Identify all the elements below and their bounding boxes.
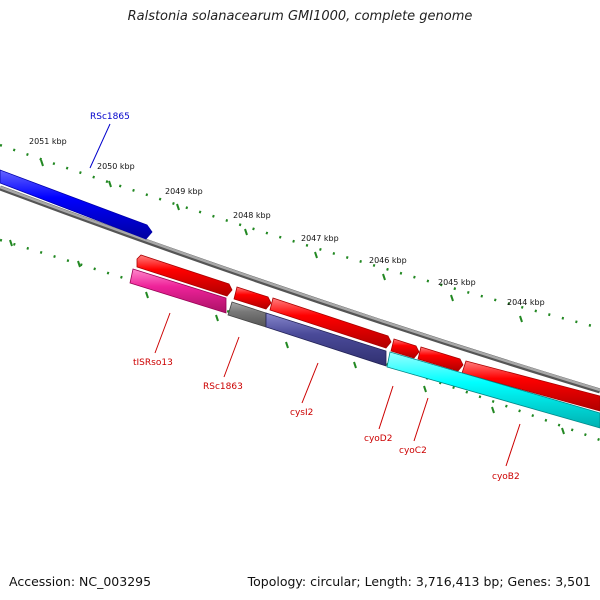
leader-rsc1863 (223, 336, 240, 378)
scale-label-2051: 2051 kbp (29, 137, 67, 146)
gene-feature-red-6[interactable] (461, 360, 600, 412)
scale-label-2044: 2044 kbp (507, 298, 545, 307)
gene-label-rsc1865[interactable]: RSc1865 (90, 112, 130, 122)
gene-feature-red-5[interactable] (417, 346, 464, 372)
gene-label-tisrso13[interactable]: tISRso13 (133, 358, 173, 368)
inner-tick-track (0, 238, 600, 442)
genome-backbone (0, 185, 600, 394)
gene-feature-magenta[interactable] (129, 268, 227, 314)
gene-feature-red-1[interactable] (136, 254, 233, 297)
leader-tisrso13 (154, 312, 171, 354)
leader-cyoc2 (413, 397, 429, 442)
gene-feature-red-2[interactable] (233, 286, 272, 310)
gene-feature-red-3[interactable] (269, 297, 392, 349)
map-title: Ralstonia solanacearum GMI1000, complete… (127, 9, 473, 24)
leader-rsc1865 (89, 123, 111, 169)
gene-label-rsc1863[interactable]: RSc1863 (203, 382, 243, 392)
scale-label-2047: 2047 kbp (301, 234, 339, 243)
genome-summary-text: Topology: circular; Length: 3,716,413 bp… (247, 574, 591, 589)
gene-label-cysi2[interactable]: cysI2 (290, 408, 313, 418)
gene-feature-slate[interactable] (265, 312, 387, 367)
scale-label-2050: 2050 kbp (97, 162, 135, 171)
scale-label-2045: 2045 kbp (438, 278, 476, 287)
accession-text: Accession: NC_003295 (9, 574, 152, 589)
scale-label-2049: 2049 kbp (165, 187, 203, 196)
scale-label-2048: 2048 kbp (233, 211, 271, 220)
leader-cyod2 (378, 385, 394, 430)
gene-label-cyoc2[interactable]: cyoC2 (399, 446, 427, 456)
gene-label-cyod2[interactable]: cyoD2 (364, 434, 392, 444)
leader-cyob2 (505, 423, 521, 467)
gene-feature-cyan[interactable] (386, 351, 600, 429)
gene-feature-red-4[interactable] (390, 338, 420, 359)
gene-label-cyob2[interactable]: cyoB2 (492, 472, 520, 482)
gene-rsc1865-feature[interactable] (0, 169, 153, 240)
scale-label-2046: 2046 kbp (369, 256, 407, 265)
outer-tick-track (0, 143, 600, 330)
leader-cysi2 (301, 362, 319, 404)
